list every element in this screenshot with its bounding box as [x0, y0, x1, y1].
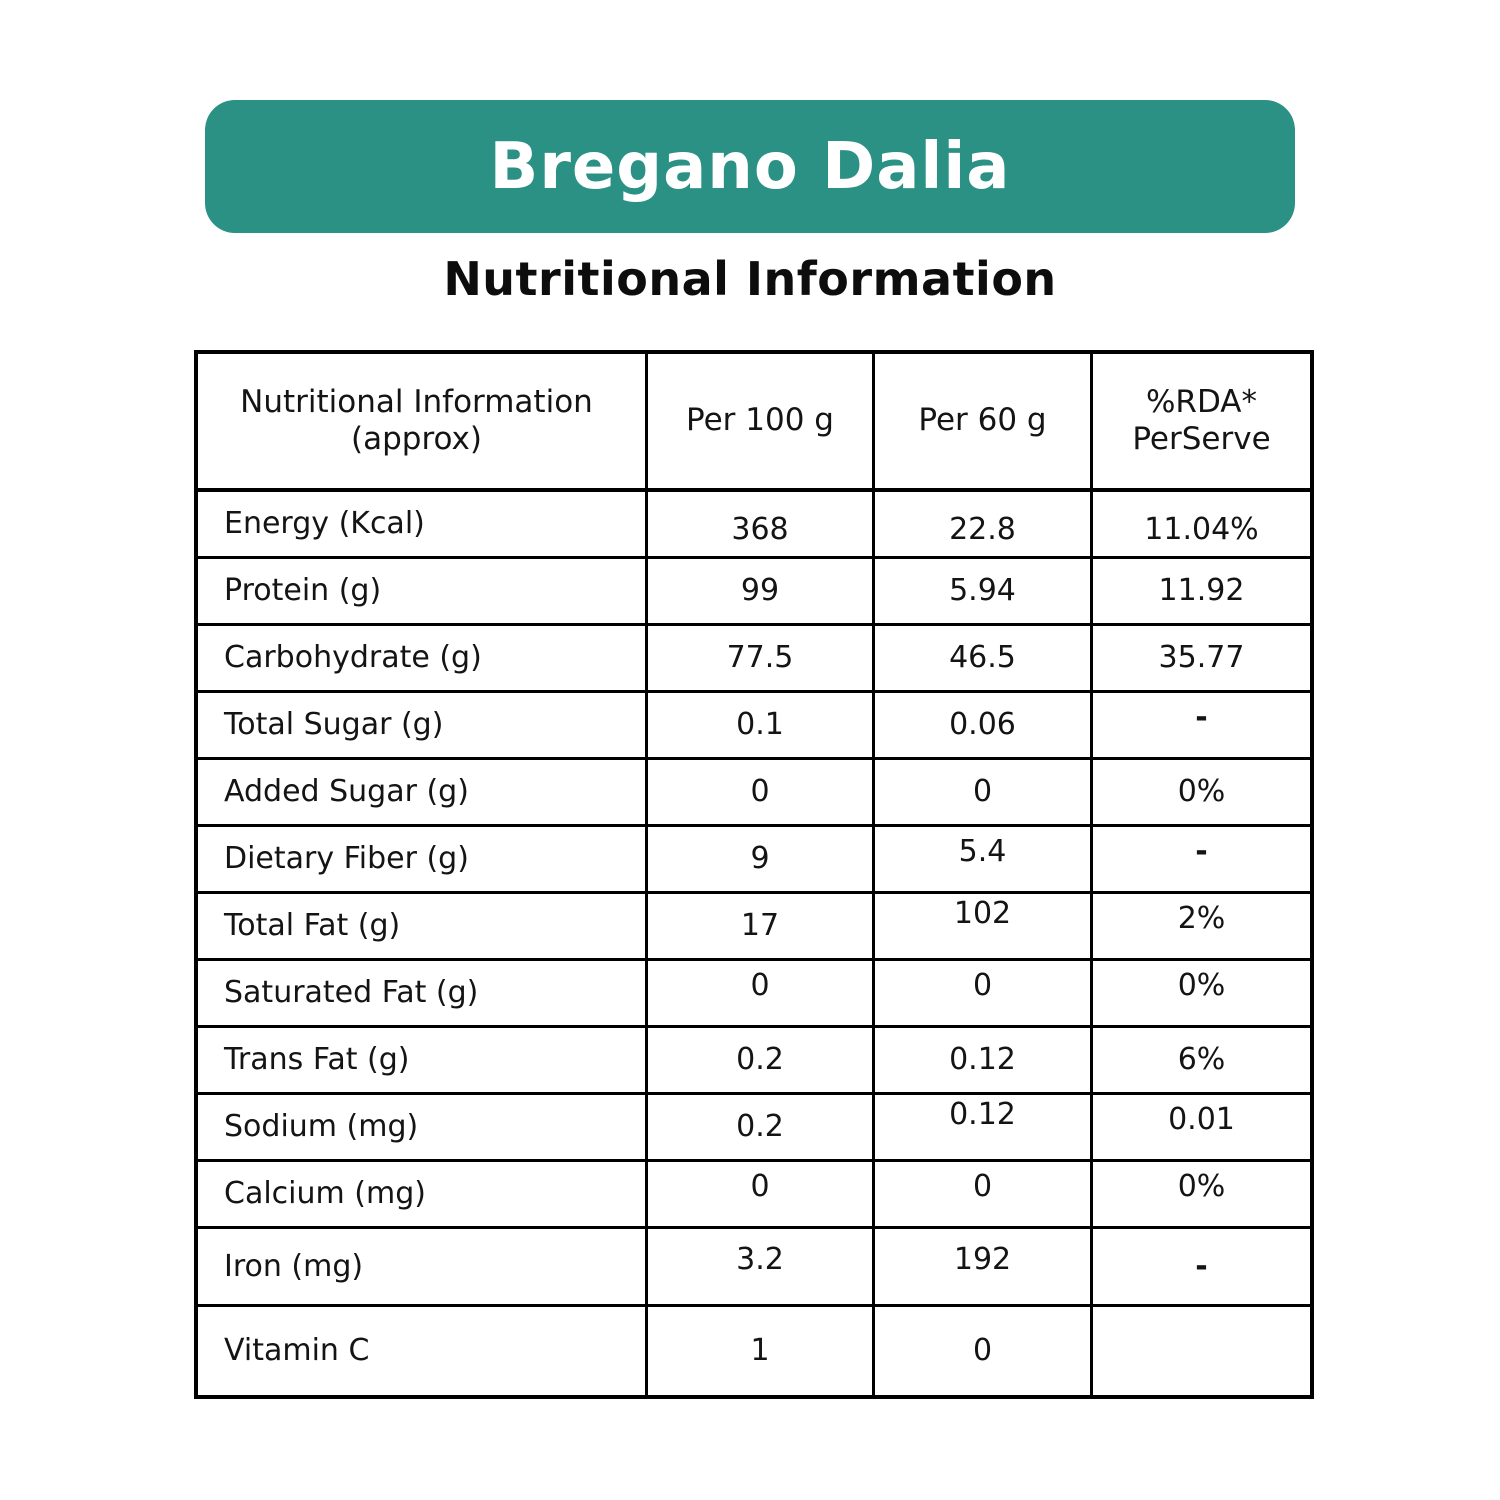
value-added-sugar-per100g: 0	[648, 760, 875, 827]
value-protein-per60g: 5.94	[875, 559, 1093, 626]
header-cell-per100g: Per 100 g	[648, 354, 875, 492]
value-vitamin-c-per100g: 1	[648, 1307, 875, 1395]
header-per100g-label: Per 100 g	[686, 402, 834, 439]
nutrition-heading: Nutritional Information	[443, 252, 1057, 306]
value-added-sugar-per60g: 0	[875, 760, 1093, 827]
header-cell-nutrient: Nutritional Information (approx)	[198, 354, 648, 492]
product-title-banner: Bregano Dalia	[205, 100, 1295, 233]
value-total-fat-per100g: 17	[648, 894, 875, 961]
header-cell-rda: %RDA* PerServe	[1093, 354, 1310, 492]
value-saturated-fat-rda: 0%	[1093, 961, 1310, 1028]
value-added-sugar-rda: 0%	[1093, 760, 1310, 827]
value-calcium-rda: 0%	[1093, 1162, 1310, 1229]
value-energy-per100g: 368	[648, 492, 875, 559]
row-label-trans-fat: Trans Fat (g)	[198, 1028, 648, 1095]
value-vitamin-c-rda	[1093, 1307, 1310, 1395]
row-label-saturated-fat: Saturated Fat (g)	[198, 961, 648, 1028]
value-total-fat-per60g: 102	[875, 894, 1093, 961]
value-protein-rda: 11.92	[1093, 559, 1310, 626]
row-label-added-sugar: Added Sugar (g)	[198, 760, 648, 827]
value-carbohydrate-per60g: 46.5	[875, 626, 1093, 693]
value-total-sugar-per100g: 0.1	[648, 693, 875, 760]
value-calcium-per100g: 0	[648, 1162, 875, 1229]
header-nutrient-line2: (approx)	[351, 421, 482, 457]
header-rda-line2: PerServe	[1132, 421, 1271, 457]
row-label-calcium: Calcium (mg)	[198, 1162, 648, 1229]
value-vitamin-c-per60g: 0	[875, 1307, 1093, 1395]
row-label-total-fat: Total Fat (g)	[198, 894, 648, 961]
value-iron-per100g: 3.2	[648, 1229, 875, 1307]
value-energy-per60g: 22.8	[875, 492, 1093, 559]
value-saturated-fat-per100g: 0	[648, 961, 875, 1028]
value-total-fat-rda: 2%	[1093, 894, 1310, 961]
header-nutrient-line1: Nutritional Information	[240, 383, 593, 420]
row-label-total-sugar: Total Sugar (g)	[198, 693, 648, 760]
header-cell-per60g: Per 60 g	[875, 354, 1093, 492]
value-sodium-rda: 0.01	[1093, 1095, 1310, 1162]
value-total-sugar-per60g: 0.06	[875, 693, 1093, 760]
row-label-iron: Iron (mg)	[198, 1229, 648, 1307]
value-carbohydrate-rda: 35.77	[1093, 626, 1310, 693]
value-sodium-per60g: 0.12	[875, 1095, 1093, 1162]
value-dietary-fiber-per100g: 9	[648, 827, 875, 894]
value-carbohydrate-per100g: 77.5	[648, 626, 875, 693]
value-iron-per60g: 192	[875, 1229, 1093, 1307]
value-trans-fat-per60g: 0.12	[875, 1028, 1093, 1095]
value-calcium-per60g: 0	[875, 1162, 1093, 1229]
row-label-vitamin-c: Vitamin C	[198, 1307, 648, 1395]
header-per60g-label: Per 60 g	[918, 402, 1047, 439]
product-title: Bregano Dalia	[489, 129, 1011, 204]
row-label-dietary-fiber: Dietary Fiber (g)	[198, 827, 648, 894]
row-label-protein: Protein (g)	[198, 559, 648, 626]
value-protein-per100g: 99	[648, 559, 875, 626]
value-iron-rda: -	[1093, 1229, 1310, 1307]
value-dietary-fiber-per60g: 5.4	[875, 827, 1093, 894]
value-trans-fat-rda: 6%	[1093, 1028, 1310, 1095]
value-saturated-fat-per60g: 0	[875, 961, 1093, 1028]
value-dietary-fiber-rda: -	[1093, 827, 1310, 894]
value-sodium-per100g: 0.2	[648, 1095, 875, 1162]
value-total-sugar-rda: -	[1093, 693, 1310, 760]
row-label-sodium: Sodium (mg)	[198, 1095, 648, 1162]
value-trans-fat-per100g: 0.2	[648, 1028, 875, 1095]
row-label-carbohydrate: Carbohydrate (g)	[198, 626, 648, 693]
row-label-energy: Energy (Kcal)	[198, 492, 648, 559]
value-energy-rda: 11.04%	[1093, 492, 1310, 559]
nutrition-table: Nutritional Information (approx) Per 100…	[194, 350, 1314, 1399]
header-rda-line1: %RDA*	[1145, 383, 1257, 420]
